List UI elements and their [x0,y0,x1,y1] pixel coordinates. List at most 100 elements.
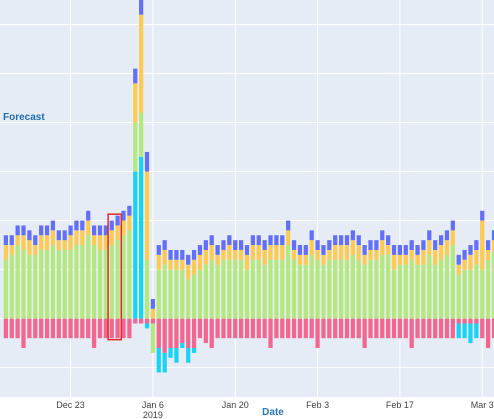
bar-segment-purple[interactable] [63,230,67,240]
bar-segment-orange[interactable] [480,221,484,270]
bar-segment-pink[interactable] [104,319,108,339]
bar-segment-green[interactable] [27,255,31,319]
bar-segment-pink[interactable] [21,319,25,348]
bar-segment-green[interactable] [127,230,131,318]
bar-segment-green[interactable] [198,270,202,319]
bar-segment-orange[interactable] [16,235,20,245]
bar-segment-purple[interactable] [33,235,37,245]
bar-segment-orange[interactable] [104,235,108,250]
bar-segment-purple[interactable] [168,250,172,260]
bar-segment-pink[interactable] [39,319,43,339]
bar-segment-orange[interactable] [210,245,214,260]
bar-segment-purple[interactable] [345,235,349,245]
bar-segment-orange[interactable] [10,245,14,255]
bar-segment-orange[interactable] [268,245,272,260]
bar-segment-pink[interactable] [86,319,90,339]
bar-segment-purple[interactable] [421,240,425,250]
bar-segment-cyan[interactable] [474,323,478,338]
bar-segment-purple[interactable] [468,245,472,255]
bar-segment-green[interactable] [139,113,143,157]
bar-segment-purple[interactable] [298,245,302,255]
bar-segment-green[interactable] [439,260,443,319]
bar-segment-green[interactable] [233,260,237,319]
bar-segment-green[interactable] [374,260,378,319]
bar-segment-purple[interactable] [151,299,155,309]
bar-segment-orange[interactable] [86,221,90,236]
bar-segment-orange[interactable] [227,245,231,260]
bar-segment-cyan[interactable] [168,348,172,358]
bar-segment-green[interactable] [333,260,337,319]
bar-segment-green[interactable] [404,265,408,319]
bar-segment-green[interactable] [4,260,8,319]
bar-segment-pink[interactable] [215,319,219,339]
bar-segment-green[interactable] [257,260,261,319]
bar-segment-purple[interactable] [304,245,308,255]
bar-segment-green[interactable] [468,270,472,319]
bar-segment-orange[interactable] [186,265,190,280]
bar-segment-purple[interactable] [215,245,219,255]
bar-segment-purple[interactable] [286,221,290,231]
bar-segment-green[interactable] [168,270,172,319]
bar-segment-green[interactable] [274,260,278,319]
bar-segment-orange[interactable] [421,250,425,265]
bar-segment-pink[interactable] [427,319,431,339]
bar-segment-purple[interactable] [74,221,78,231]
bar-segment-pink[interactable] [192,319,196,348]
bar-segment-green[interactable] [163,265,167,319]
bar-segment-purple[interactable] [45,225,49,235]
bar-segment-cyan[interactable] [192,348,196,353]
bar-segment-orange[interactable] [180,260,184,270]
bar-segment-green[interactable] [21,250,25,319]
bar-segment-green[interactable] [63,250,67,319]
bar-segment-pink[interactable] [480,319,484,339]
bar-segment-green[interactable] [462,270,466,319]
bar-segment-purple[interactable] [339,235,343,245]
bar-segment-orange[interactable] [327,250,331,260]
bar-segment-orange[interactable] [410,250,414,260]
bar-segment-pink[interactable] [4,319,8,339]
bar-segment-pink[interactable] [27,319,31,339]
bar-segment-pink[interactable] [292,319,296,339]
bar-segment-green[interactable] [380,255,384,319]
bar-segment-pink[interactable] [280,319,284,339]
bar-segment-orange[interactable] [163,250,167,265]
bar-segment-orange[interactable] [380,240,384,255]
bar-segment-purple[interactable] [104,225,108,235]
bar-segment-pink[interactable] [457,319,461,324]
bar-segment-purple[interactable] [357,235,361,245]
bar-segment-cyan[interactable] [174,348,178,363]
bar-segment-purple[interactable] [374,240,378,250]
bar-segment-purple[interactable] [204,240,208,250]
bar-segment-pink[interactable] [198,319,202,339]
bar-segment-pink[interactable] [163,319,167,353]
bar-segment-pink[interactable] [74,319,78,339]
bar-segment-purple[interactable] [180,250,184,260]
bar-segment-purple[interactable] [239,240,243,250]
bar-segment-pink[interactable] [374,319,378,339]
bar-segment-green[interactable] [16,245,20,319]
bar-segment-cyan[interactable] [145,323,149,328]
bar-segment-green[interactable] [433,265,437,319]
bar-segment-pink[interactable] [33,319,37,339]
bar-segment-orange[interactable] [92,235,96,245]
bar-segment-orange[interactable] [468,255,472,270]
bar-segment-pink[interactable] [421,319,425,339]
bar-segment-orange[interactable] [404,255,408,265]
bar-segment-green[interactable] [68,250,72,319]
bar-segment-orange[interactable] [392,255,396,270]
bar-segment-green[interactable] [239,260,243,319]
bar-segment-purple[interactable] [333,235,337,245]
bar-segment-pink[interactable] [204,319,208,344]
bar-segment-purple[interactable] [392,245,396,255]
bar-segment-pink[interactable] [98,319,102,339]
bar-segment-green[interactable] [286,245,290,319]
bar-segment-orange[interactable] [457,265,461,275]
bar-segment-purple[interactable] [21,225,25,235]
bar-segment-green[interactable] [74,245,78,319]
bar-segment-pink[interactable] [110,319,114,339]
bar-segment-cyan[interactable] [163,353,167,373]
bar-segment-green[interactable] [398,265,402,319]
bar-segment-green[interactable] [180,270,184,319]
bar-segment-pink[interactable] [333,319,337,339]
bar-segment-green[interactable] [386,255,390,319]
